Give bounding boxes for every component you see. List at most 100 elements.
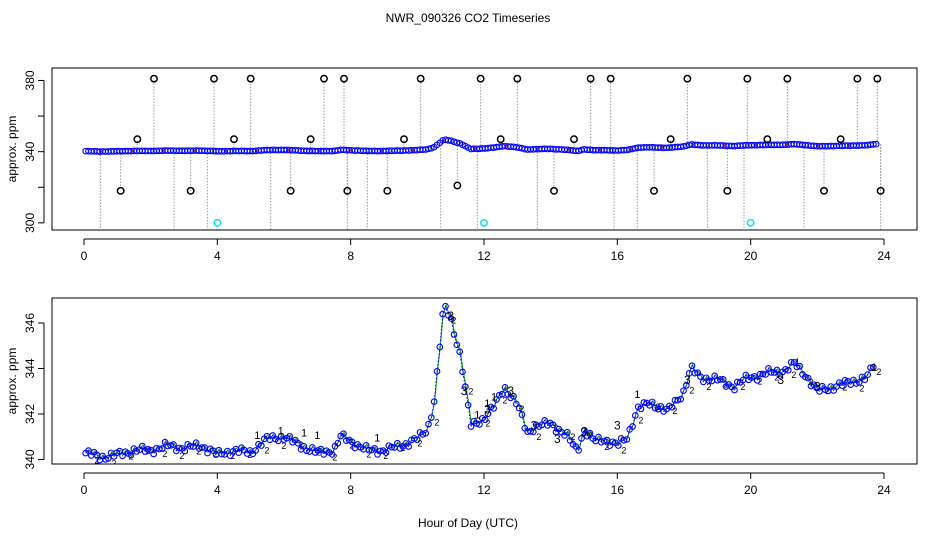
bottom-data-point [586, 429, 594, 437]
bottom-data-point [629, 423, 636, 430]
top-outlier-high [743, 74, 752, 83]
bottom-data-point [294, 440, 302, 447]
top-outlier-mid [570, 135, 578, 144]
top-outlier-low [268, 229, 273, 230]
bottom-point-label-green: 2 [621, 446, 626, 456]
bottom-point-label-blue: 3 [484, 402, 491, 416]
bottom-data-point [631, 412, 639, 419]
bottom-point-label-blue: 3 [447, 309, 454, 323]
bottom-point-label-blue: 3 [461, 384, 468, 398]
top-outlier-low [365, 229, 370, 230]
top-x-tick-label: 24 [877, 249, 891, 263]
top-data-point [869, 141, 877, 148]
top-outlier-high [513, 74, 522, 83]
bottom-x-tick-label: 12 [477, 483, 491, 497]
bottom-data-point [388, 443, 396, 451]
bottom-data-point [580, 426, 588, 434]
bottom-data-point [595, 433, 602, 441]
top-outlier-mid [133, 135, 142, 144]
bottom-data-point [198, 444, 206, 451]
top-y-tick-label: 380 [23, 70, 37, 90]
bottom-data-point [691, 369, 699, 377]
bottom-point-label-green: 2 [604, 442, 609, 452]
top-outlier-high [150, 74, 158, 83]
bottom-data-point [422, 429, 430, 437]
top-outlier-high [873, 74, 882, 83]
top-x-tick-label: 12 [477, 249, 491, 263]
top-plot-frame [51, 67, 918, 231]
top-x-tick-label: 20 [744, 249, 758, 263]
bottom-point-label-red: 1 [254, 430, 260, 442]
bottom-point-label-green: 2 [876, 367, 881, 377]
top-outlier-low [635, 229, 640, 230]
bottom-point-label-red: 1 [374, 432, 380, 444]
top-outlier-mid [343, 186, 352, 195]
bottom-point-label-green: 2 [366, 449, 371, 459]
bottom-data-point [782, 365, 789, 373]
bottom-data-point [861, 376, 869, 384]
top-y-axis-label: approx. ppm [5, 116, 19, 183]
top-x-tick-label: 8 [347, 249, 354, 263]
bottom-data-point [427, 414, 435, 421]
bottom-data-point [541, 417, 549, 424]
bottom-point-label-blue: 3 [507, 384, 514, 398]
bottom-data-point [563, 428, 571, 436]
bottom-data-point [413, 436, 421, 444]
bottom-data-point [334, 439, 342, 447]
bottom-data-point [575, 447, 583, 454]
bottom-y-tick-label: 344 [23, 358, 37, 378]
bottom-series-line-green [85, 303, 875, 460]
bottom-data-point [869, 363, 877, 371]
top-clipped-group [82, 74, 885, 230]
bottom-data-point [371, 444, 379, 452]
top-outlier-high [586, 74, 595, 83]
bottom-data-point [529, 428, 537, 436]
top-outlier-low [802, 229, 806, 230]
bottom-data-point [733, 378, 741, 386]
bottom-data-point [442, 302, 449, 310]
bottom-data-point [719, 376, 727, 383]
bottom-data-point [767, 369, 775, 376]
bottom-point-label-green: 2 [485, 418, 490, 428]
bottom-point-label-red: 1 [314, 430, 320, 442]
bottom-point-label-green: 2 [179, 451, 184, 461]
top-outlier-mid [550, 186, 558, 195]
bottom-point-label-green: 2 [774, 372, 779, 382]
top-outlier-high [476, 74, 485, 83]
top-outlier-low [705, 229, 710, 230]
bottom-point-label-green: 2 [672, 406, 677, 416]
bottom-point-label-blue: 3 [814, 380, 821, 394]
bottom-point-label-red: 1 [474, 410, 480, 422]
bottom-point-label-red: 1 [634, 389, 640, 401]
top-outlier-mid [306, 135, 315, 144]
bottom-point-label-green: 2 [689, 385, 694, 395]
top-outlier-high [246, 74, 255, 83]
bottom-data-point [640, 399, 648, 406]
bottom-data-point [793, 363, 801, 371]
bottom-y-tick-label: 340 [23, 449, 37, 469]
bottom-x-tick-label: 0 [81, 483, 88, 497]
top-outlier-mid [286, 186, 295, 195]
bottom-point-label-green: 2 [706, 382, 711, 392]
bottom-point-label-green: 2 [434, 418, 439, 428]
bottom-y-axis-label: approx. ppm [5, 348, 19, 415]
top-outlier-mid [496, 135, 505, 144]
bottom-x-tick-label: 24 [877, 483, 891, 497]
bottom-point-label-green: 2 [791, 370, 796, 380]
bottom-data-point [473, 420, 481, 427]
top-y-tick-label: 300 [23, 213, 37, 233]
top-outlier-high [783, 74, 792, 83]
bottom-point-label-green: 2 [468, 387, 473, 397]
bottom-data-point [447, 315, 455, 322]
bottom-data-point [549, 421, 557, 429]
bottom-data-point [600, 437, 608, 445]
top-cyan-point [213, 218, 222, 227]
bottom-data-point [192, 439, 200, 447]
bottom-data-point [235, 449, 243, 456]
bottom-data-point [731, 386, 738, 394]
bottom-data-point [467, 423, 475, 430]
bottom-data-point [104, 454, 112, 462]
top-outlier-mid [650, 186, 658, 195]
